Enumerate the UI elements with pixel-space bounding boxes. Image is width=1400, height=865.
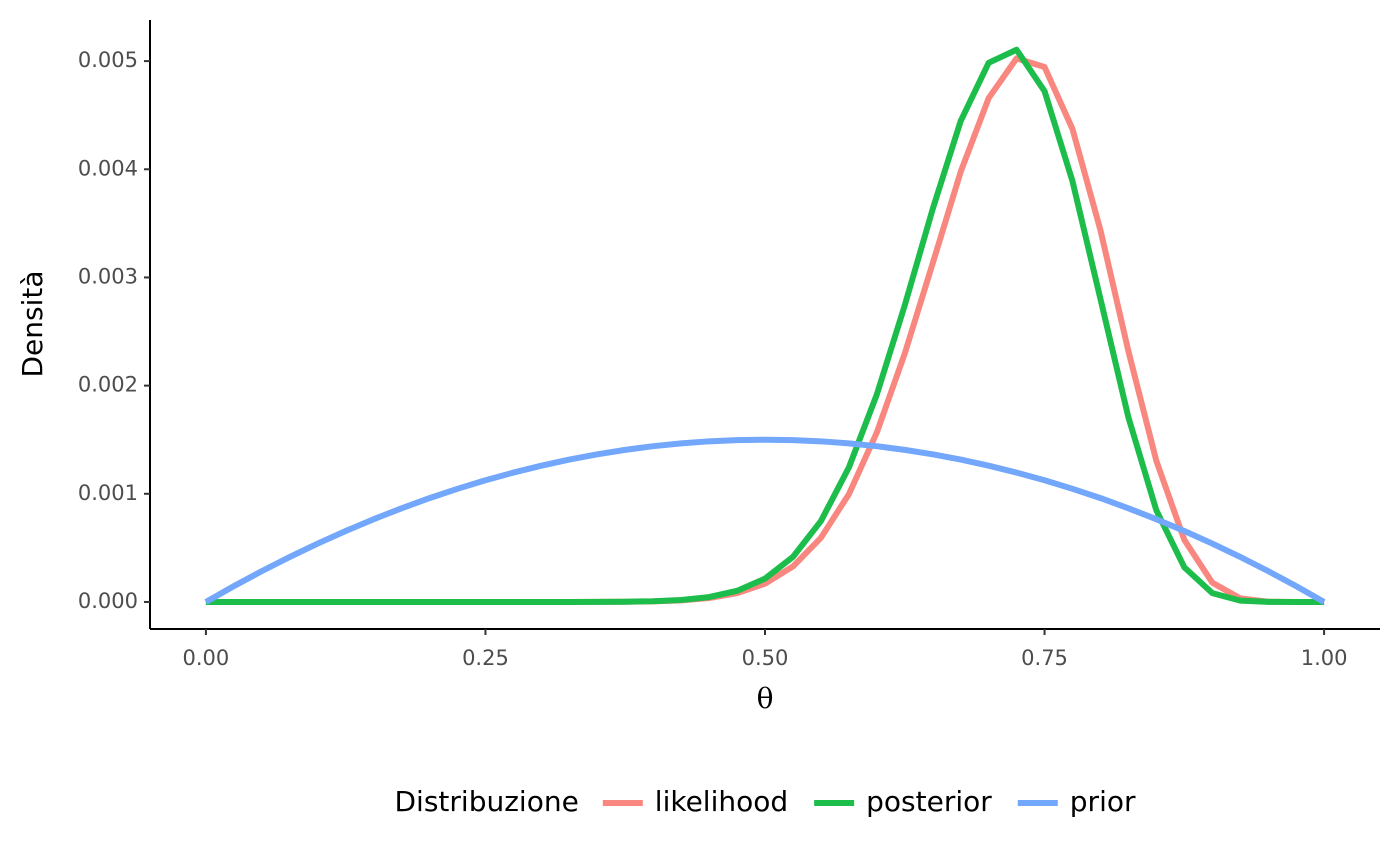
legend-label: prior (1070, 785, 1136, 818)
y-tick-label: 0.000 (78, 589, 138, 613)
legend-label: likelihood (655, 785, 788, 818)
x-tick-label: 0.50 (742, 646, 789, 670)
legend-label: posterior (866, 785, 992, 818)
x-tick-label: 0.75 (1021, 646, 1068, 670)
y-tick-label: 0.003 (78, 264, 138, 288)
x-tick-label: 0.00 (183, 646, 230, 670)
y-tick-label: 0.001 (78, 481, 138, 505)
x-tick-label: 0.25 (462, 646, 509, 670)
legend-title: Distribuzione (395, 785, 579, 818)
line-series (205, 46, 1325, 605)
y-axis-title: Densità (16, 270, 49, 377)
line-series (204, 436, 1326, 605)
y-tick-label: 0.002 (78, 373, 138, 397)
x-tick-label: 1.00 (1301, 646, 1348, 670)
y-tick-label: 0.004 (78, 156, 138, 180)
x-axis-title: θ (757, 682, 774, 715)
y-tick-label: 0.005 (78, 48, 138, 72)
